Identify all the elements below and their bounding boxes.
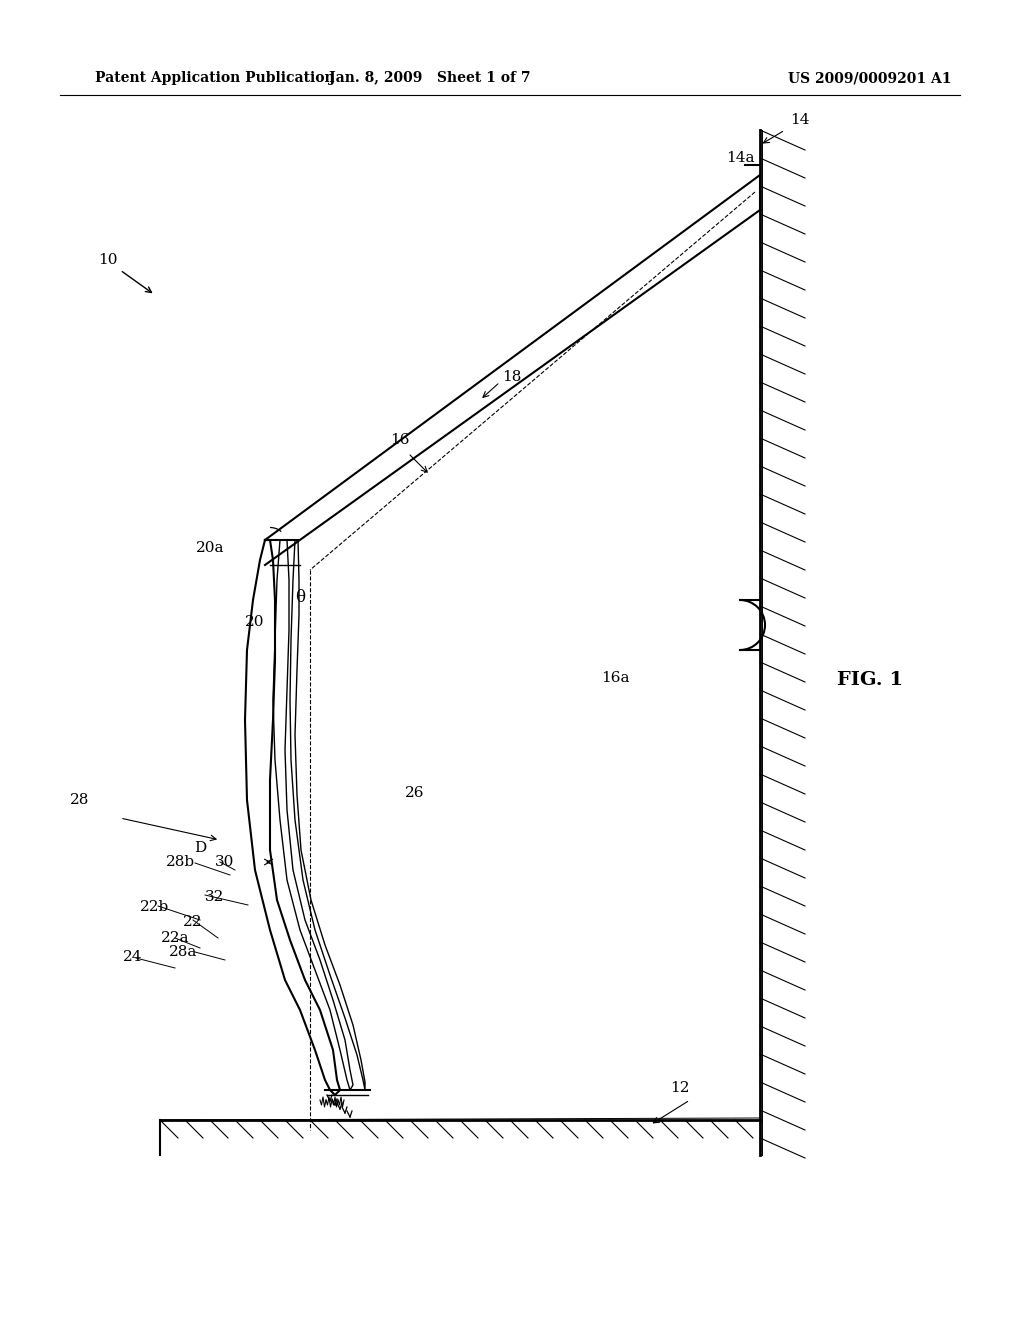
Text: 28: 28	[71, 793, 90, 807]
Text: 22: 22	[183, 915, 203, 929]
Text: θ: θ	[295, 589, 305, 606]
Text: 12: 12	[671, 1081, 690, 1096]
Text: 14a: 14a	[726, 150, 755, 165]
Text: Jan. 8, 2009   Sheet 1 of 7: Jan. 8, 2009 Sheet 1 of 7	[330, 71, 530, 84]
Text: US 2009/0009201 A1: US 2009/0009201 A1	[788, 71, 951, 84]
Text: FIG. 1: FIG. 1	[837, 671, 903, 689]
Text: 28a: 28a	[169, 945, 198, 960]
Text: 20: 20	[246, 615, 265, 630]
Text: 32: 32	[205, 890, 224, 904]
Text: 26: 26	[406, 785, 425, 800]
Text: 14: 14	[791, 114, 810, 127]
Text: 16a: 16a	[601, 671, 630, 685]
Text: D: D	[194, 841, 206, 855]
Text: Patent Application Publication: Patent Application Publication	[95, 71, 335, 84]
Text: 28b: 28b	[166, 855, 195, 869]
Text: 24: 24	[123, 950, 142, 964]
Text: 20a: 20a	[196, 541, 224, 554]
Text: 22a: 22a	[161, 931, 189, 945]
Text: 22b: 22b	[140, 900, 170, 913]
Text: 30: 30	[215, 855, 234, 869]
Text: 18: 18	[503, 370, 521, 384]
Text: 10: 10	[98, 253, 118, 267]
Text: 16: 16	[390, 433, 410, 447]
